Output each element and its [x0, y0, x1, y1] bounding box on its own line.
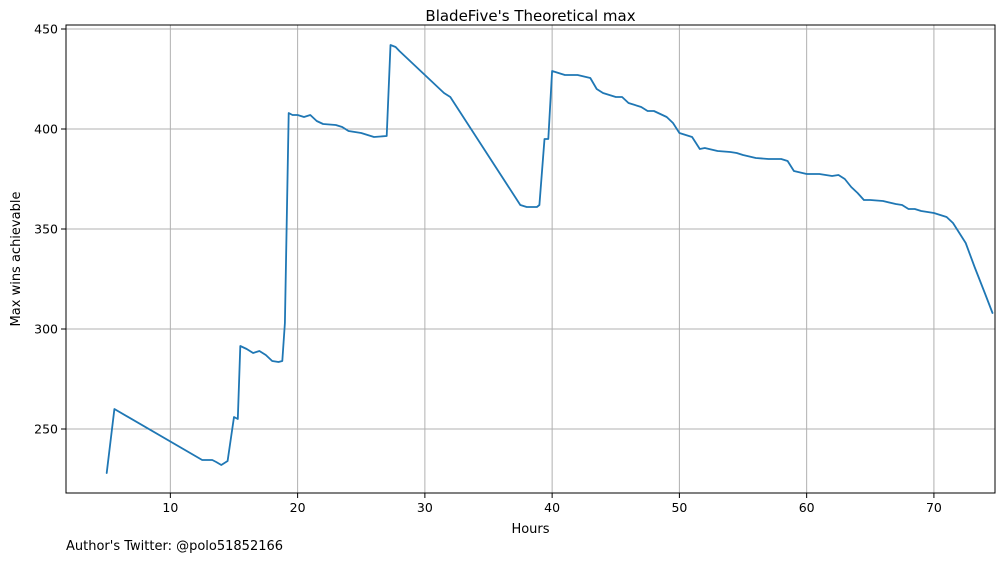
grid-lines — [66, 25, 995, 493]
x-axis-label: Hours — [511, 522, 549, 537]
author-footer: Author's Twitter: @polo51852166 — [66, 539, 283, 554]
series-layer — [105, 44, 994, 474]
plot-frame — [65, 24, 996, 494]
x-tick-label: 20 — [290, 500, 306, 515]
x-tick-label: 10 — [162, 500, 178, 515]
y-tick-label: 400 — [34, 122, 58, 137]
y-tick-label: 350 — [34, 222, 58, 237]
y-tick-label: 300 — [34, 322, 58, 337]
x-tick-label: 50 — [671, 500, 687, 515]
x-tick-label: 60 — [799, 500, 815, 515]
x-tick-label: 30 — [417, 500, 433, 515]
x-tick-label: 40 — [544, 500, 560, 515]
x-tick-label: 70 — [926, 500, 942, 515]
axis-ticks: 10 20 30 40 50 60 70 250 300 350 400 450 — [34, 22, 942, 516]
chart-title: BladeFive's Theoretical max — [425, 7, 635, 25]
y-tick-label: 250 — [34, 422, 58, 437]
y-tick-label: 450 — [34, 22, 58, 37]
y-axis-label: Max wins achievable — [9, 192, 24, 327]
series-line — [105, 44, 994, 474]
